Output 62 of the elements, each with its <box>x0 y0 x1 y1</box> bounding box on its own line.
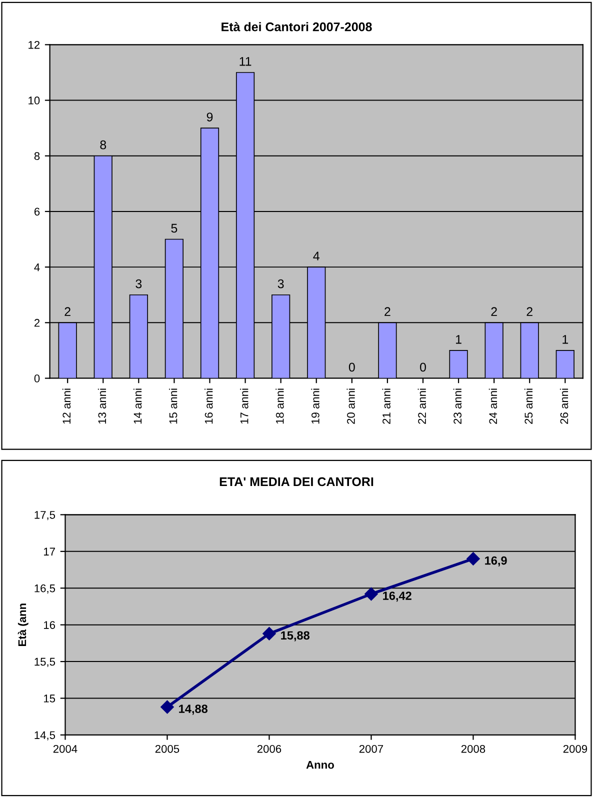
x-tick-label: 14 anni <box>133 388 142 424</box>
y-tick-label: 16 <box>44 621 56 629</box>
data-label: 16,42 <box>383 592 412 602</box>
y-tick-label: 12 <box>28 40 40 49</box>
x-tick-label: 12 anni <box>62 388 71 424</box>
data-label: 15,88 <box>281 631 310 642</box>
y-tick-label: 16,5 <box>34 584 56 594</box>
data-label: 2 <box>64 307 70 316</box>
y-tick-label: 17,5 <box>34 511 56 520</box>
x-tick-label: 2009 <box>563 744 588 753</box>
data-label: 3 <box>136 279 142 288</box>
x-tick-label: 16 anni <box>204 388 213 424</box>
x-tick-label: 2004 <box>53 744 78 753</box>
chart-title: Età dei Cantori 2007-2008 <box>222 22 372 32</box>
y-tick-label: 6 <box>34 208 40 216</box>
x-tick-label: 19 anni <box>311 388 320 424</box>
x-tick-label: 25 anni <box>524 388 533 424</box>
y-tick-label: 15,5 <box>34 658 56 667</box>
data-label: 14,88 <box>179 704 208 715</box>
point <box>262 627 276 640</box>
y-tick-label: 2 <box>34 318 40 327</box>
x-axis-title: Anno <box>306 761 334 769</box>
y-tick-label: 15 <box>44 694 56 702</box>
x-tick-label: 22 anni <box>418 388 426 424</box>
x-tick-label: 20 anni <box>346 388 355 424</box>
data-label: 1 <box>456 335 462 344</box>
data-label: 16,9 <box>485 556 507 566</box>
data-label: 11 <box>240 57 252 66</box>
data-label: 2 <box>526 307 532 316</box>
x-tick-label: 2005 <box>155 744 180 753</box>
data-label: 1 <box>562 335 568 344</box>
x-tick-label: 23 anni <box>453 388 462 424</box>
data-label: 8 <box>100 140 106 150</box>
data-label: 9 <box>206 112 213 122</box>
data-label: 4 <box>313 252 320 260</box>
y-tick-label: 0 <box>34 374 40 382</box>
y-tick-label: 14,5 <box>34 731 56 740</box>
x-tick-label: 21 anni <box>382 388 390 424</box>
data-label: 0 <box>420 362 426 372</box>
data-label: 0 <box>348 362 355 372</box>
y-tick-label: 17 <box>44 548 55 556</box>
x-tick-label: 18 anni <box>276 388 284 424</box>
x-tick-label: 2007 <box>359 744 384 753</box>
point <box>160 700 174 714</box>
x-tick-label: 13 anni <box>98 388 106 424</box>
point <box>364 587 378 601</box>
data-label: 3 <box>278 279 284 288</box>
chart-title: ETA' MEDIA DEI CANTORI <box>220 477 374 486</box>
y-tick-label: 10 <box>28 96 40 104</box>
point <box>466 552 480 566</box>
data-label: 5 <box>171 224 178 233</box>
x-tick-label: 24 anni <box>488 388 498 424</box>
x-tick-label: 2006 <box>257 744 282 753</box>
x-tick-label: 26 anni <box>560 388 568 424</box>
y-tick-label: 8 <box>34 152 40 160</box>
y-tick-label: 4 <box>34 263 40 272</box>
x-tick-label: 17 anni <box>240 388 248 424</box>
data-label: 2 <box>491 307 497 316</box>
data-label: 2 <box>384 307 390 316</box>
x-tick-label: 15 anni <box>169 388 178 424</box>
y-axis-title: Età (ann <box>18 604 28 646</box>
x-tick-label: 2008 <box>461 744 486 753</box>
